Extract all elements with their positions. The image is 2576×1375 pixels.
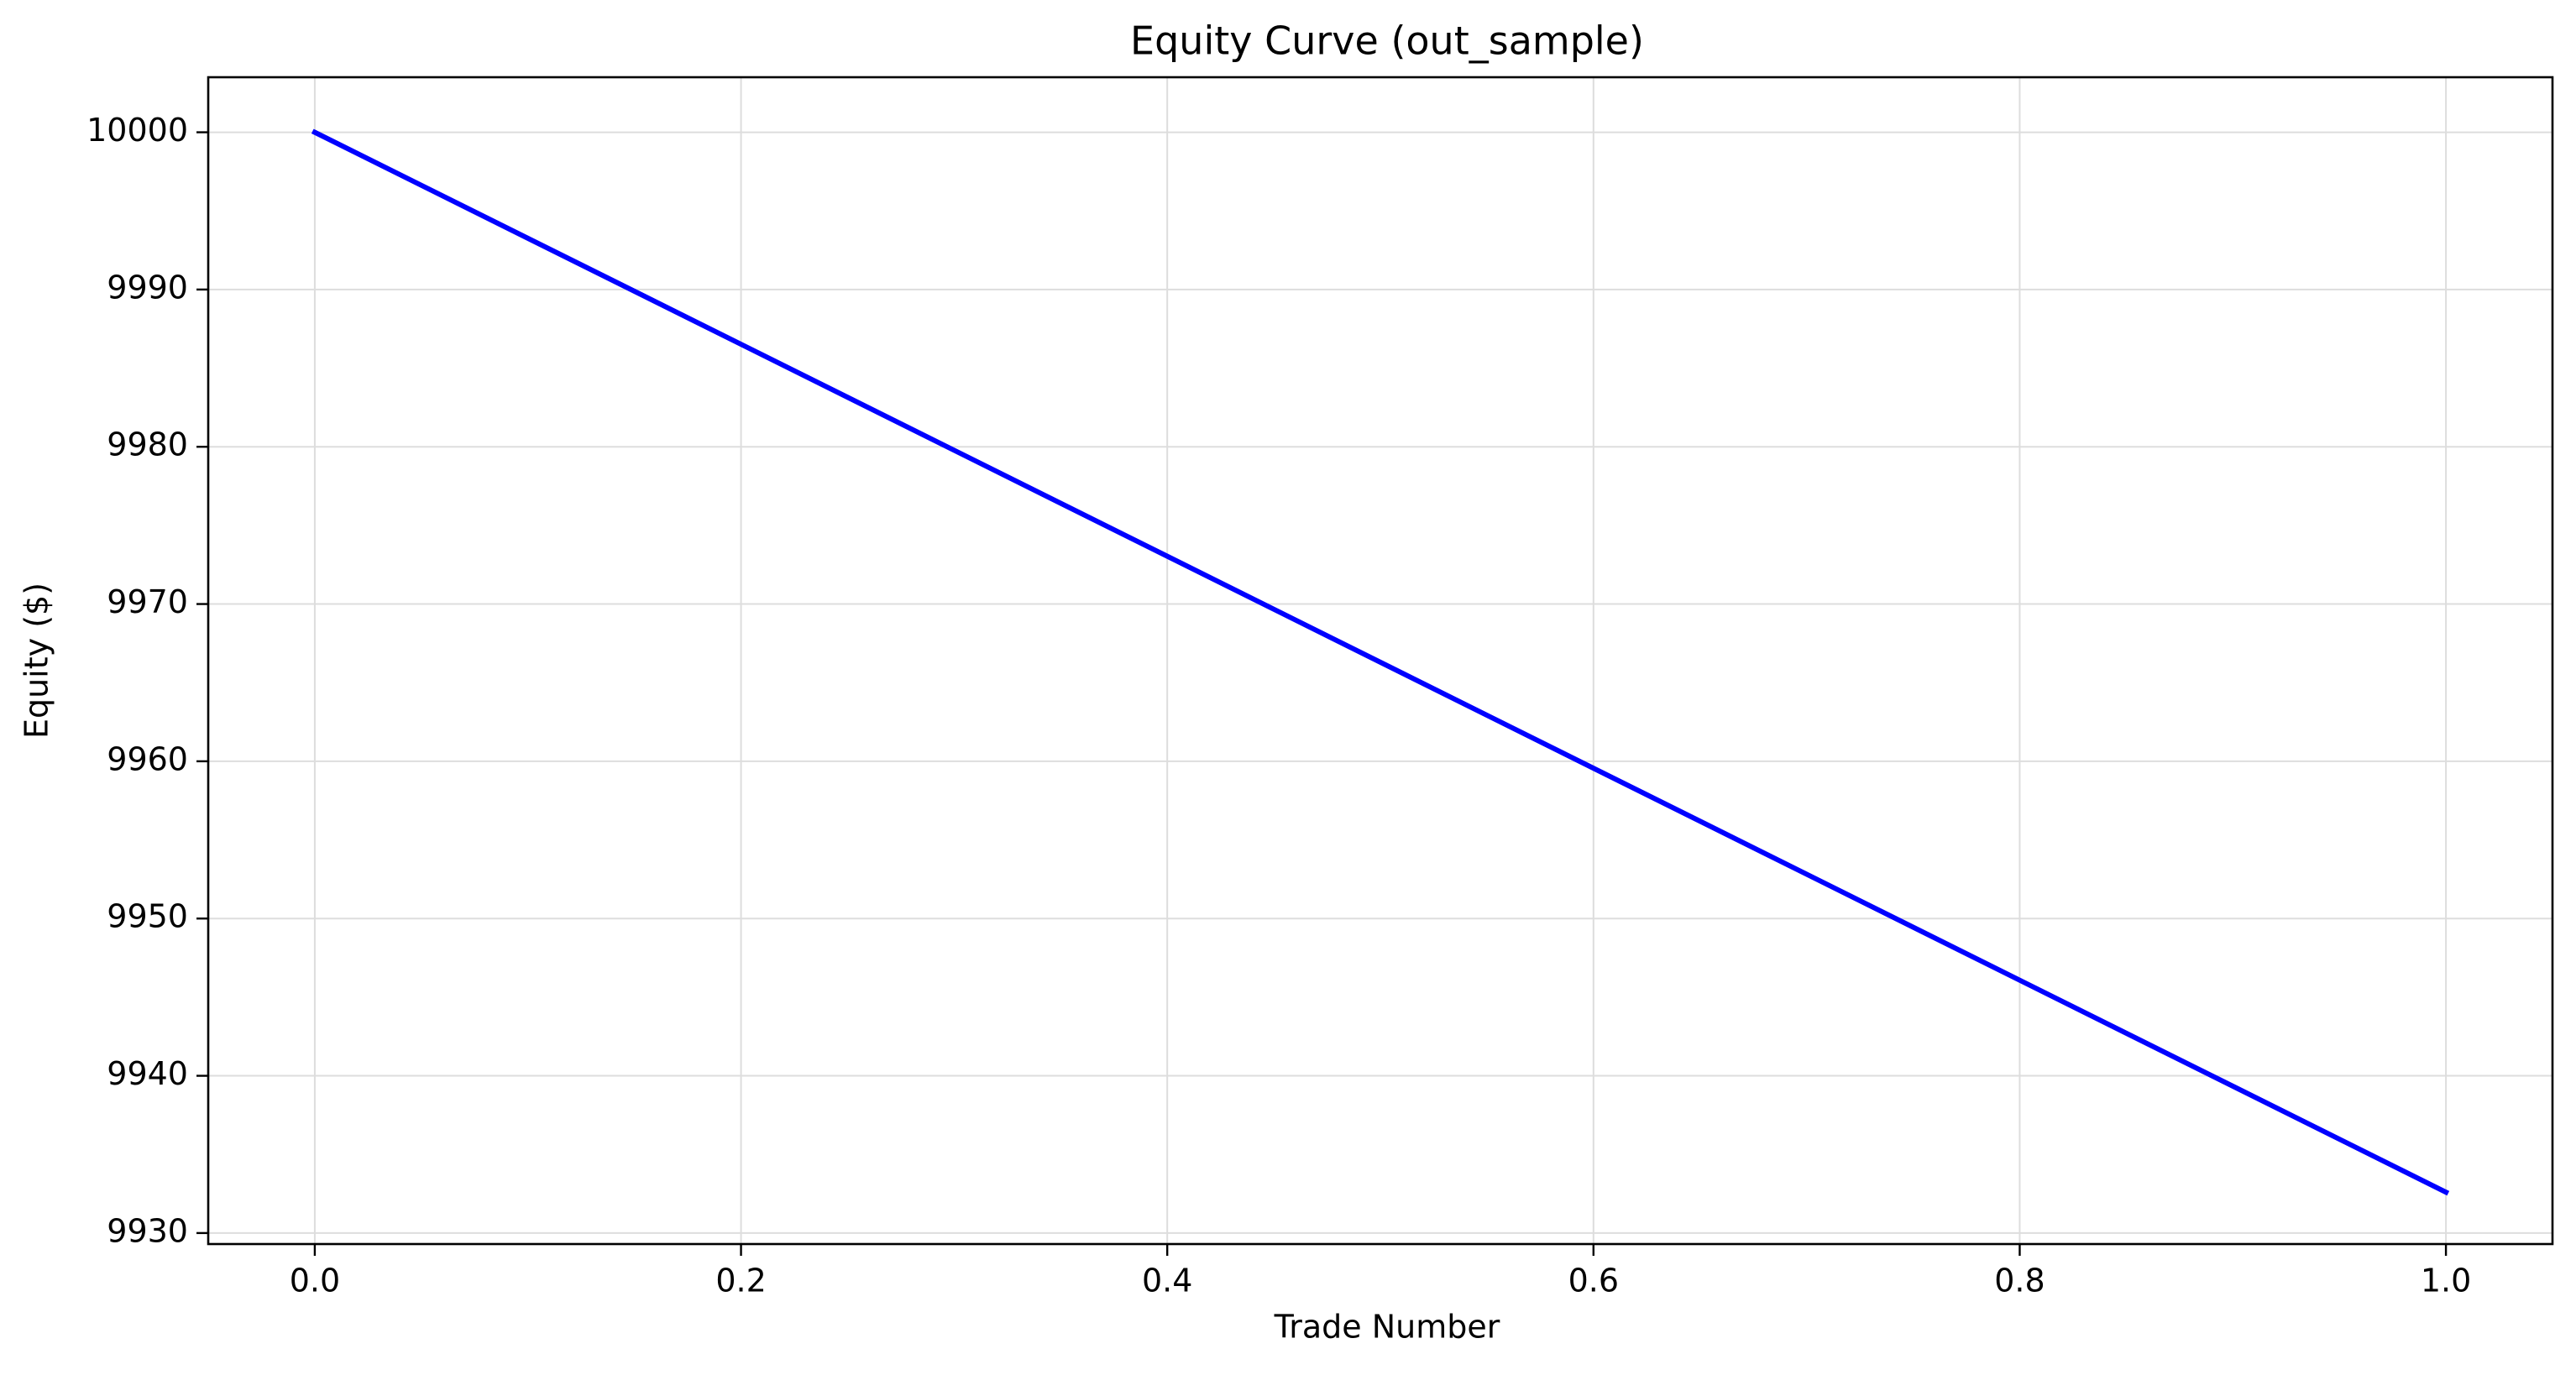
y-tick-label: 9960 [107, 740, 188, 777]
x-tick-label: 0.4 [1142, 1263, 1192, 1299]
series-layer [311, 128, 2450, 1196]
x-axis-label: Trade Number [1274, 1309, 1500, 1346]
y-tick-label: 9930 [107, 1212, 188, 1249]
y-tick-label: 9970 [107, 583, 188, 620]
x-tick-label: 0.8 [1994, 1263, 2045, 1299]
plot-frame [207, 76, 2554, 1246]
axis-ticks: 0.0 0.2 0.4 0.6 0.8 1.0 9930 9940 9950 9960 9970 99… [86, 112, 2471, 1299]
y-tick-label: 10000 [86, 112, 188, 149]
y-axis-label: Equity ($) [18, 583, 55, 739]
equity-line [311, 128, 2450, 1196]
grid-lines [208, 77, 2552, 1244]
y-tick-label: 9940 [107, 1055, 188, 1092]
chart-title: Equity Curve (out_sample) [1130, 18, 1644, 64]
x-tick-label: 0.0 [290, 1263, 340, 1299]
y-tick-label: 9950 [107, 898, 188, 935]
x-tick-label: 1.0 [2421, 1263, 2471, 1299]
y-tick-label: 9980 [107, 426, 188, 463]
x-tick-label: 0.6 [1568, 1263, 1619, 1299]
x-tick-label: 0.2 [715, 1263, 766, 1299]
y-tick-label: 9990 [107, 269, 188, 306]
